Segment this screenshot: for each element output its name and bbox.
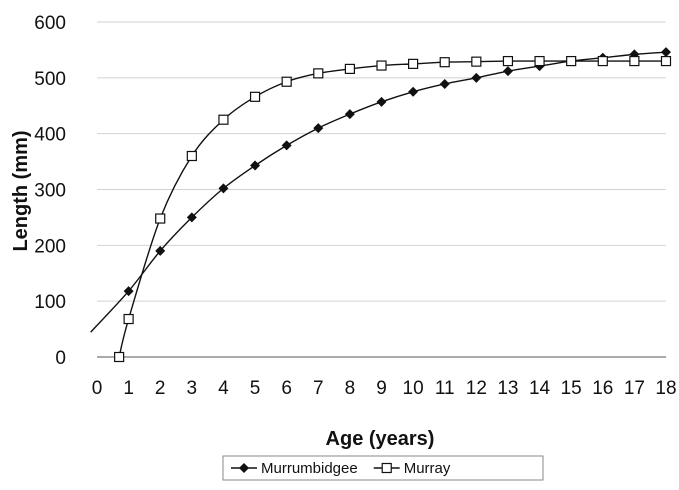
- legend-marker-murrumbidgee: [239, 463, 249, 473]
- x-tick-label: 13: [497, 378, 518, 399]
- series-murray: [114, 55, 672, 363]
- x-tick-label: 6: [281, 378, 292, 399]
- data-point-murray: [534, 55, 545, 67]
- x-tick-label: 4: [218, 378, 229, 399]
- data-point-murray: [660, 55, 672, 67]
- x-tick-label: 0: [92, 378, 103, 399]
- legend: Murrumbidgee Murray: [222, 455, 544, 481]
- data-point-murrumbidgee: [661, 47, 671, 58]
- data-point-murray: [597, 55, 608, 67]
- data-point-murray: [155, 213, 166, 224]
- data-point-murray: [566, 55, 577, 67]
- data-point-murray: [114, 351, 125, 363]
- data-point-murrumbidgee: [186, 212, 197, 223]
- data-point-murray: [344, 63, 355, 75]
- data-point-murray: [502, 55, 514, 67]
- data-point-murray: [439, 57, 450, 68]
- y-axis-title: Length (mm): [10, 130, 32, 251]
- y-tick-label: 600: [34, 13, 66, 34]
- data-point-murray: [186, 150, 197, 162]
- y-tick-label: 100: [34, 292, 66, 313]
- x-tick-label: 17: [624, 378, 645, 399]
- data-point-murrumbidgee: [313, 123, 324, 134]
- x-tick-label: 9: [376, 378, 387, 399]
- x-tick-label: 16: [592, 378, 613, 399]
- x-axis-title: Age (years): [326, 428, 435, 450]
- data-point-murray: [218, 114, 229, 125]
- data-point-murray: [281, 76, 292, 87]
- data-point-murrumbidgee: [218, 183, 229, 194]
- legend-marker-murray: [381, 462, 392, 474]
- x-tick-label: 18: [655, 378, 676, 399]
- legend-item-murrumbidgee: Murrumbidgee: [231, 460, 358, 477]
- x-tick-label: 8: [345, 378, 356, 399]
- x-tick-label: 10: [403, 378, 424, 399]
- x-tick-label: 15: [561, 378, 582, 399]
- data-point-murrumbidgee: [344, 109, 355, 120]
- legend-label-murrumbidgee: Murrumbidgee: [261, 460, 358, 477]
- y-tick-label: 300: [34, 181, 66, 202]
- data-point-murrumbidgee: [439, 78, 450, 89]
- x-tick-label: 14: [529, 378, 551, 399]
- series-line-murrumbidgee: [90, 51, 667, 333]
- data-point-murrumbidgee: [281, 140, 292, 151]
- data-point-murray: [408, 58, 419, 69]
- gridlines: [97, 21, 666, 358]
- series-layer: [90, 47, 672, 363]
- x-tick-label: 1: [123, 378, 134, 399]
- data-point-murrumbidgee: [502, 66, 513, 77]
- data-point-murray: [376, 60, 387, 71]
- data-point-murray: [123, 313, 134, 325]
- data-point-murrumbidgee: [471, 72, 482, 83]
- data-point-murray: [471, 56, 482, 67]
- data-point-murrumbidgee: [250, 160, 261, 171]
- x-tick-label: 3: [187, 378, 198, 399]
- data-point-murrumbidgee: [408, 86, 419, 97]
- x-tick-label: 5: [250, 378, 261, 399]
- y-tick-label: 400: [34, 125, 66, 146]
- y-tick-label: 0: [55, 348, 66, 369]
- data-point-murrumbidgee: [123, 286, 134, 297]
- data-point-murray: [249, 91, 261, 102]
- y-tick-label: 500: [34, 69, 66, 90]
- x-tick-label: 11: [435, 378, 455, 399]
- legend-label-murray: Murray: [404, 460, 451, 477]
- data-point-murrumbidgee: [155, 245, 166, 256]
- data-point-murray: [313, 68, 324, 79]
- y-tick-label: 200: [34, 236, 66, 257]
- x-tick-label: 7: [313, 378, 324, 399]
- data-point-murrumbidgee: [376, 96, 387, 107]
- legend-item-murray: Murray: [373, 460, 451, 477]
- x-tick-label: 12: [466, 378, 487, 399]
- data-point-murray: [629, 55, 640, 67]
- x-tick-label: 2: [155, 378, 166, 399]
